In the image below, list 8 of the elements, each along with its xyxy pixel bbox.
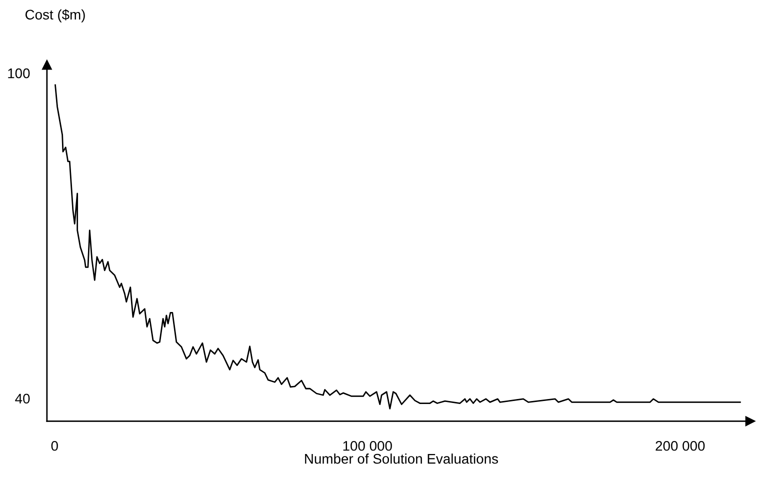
y-axis-title: Cost ($m)	[25, 9, 85, 22]
x-tick-label: 0	[51, 440, 58, 451]
line-series	[54, 84, 741, 410]
x-tick-label: 100 000	[343, 440, 392, 451]
x-axis-title: Number of Solution Evaluations	[305, 454, 498, 464]
y-tick-label: 40	[15, 394, 30, 404]
y-tick-label: 100	[8, 68, 30, 78]
x-tick-label: 200 000	[656, 440, 705, 451]
